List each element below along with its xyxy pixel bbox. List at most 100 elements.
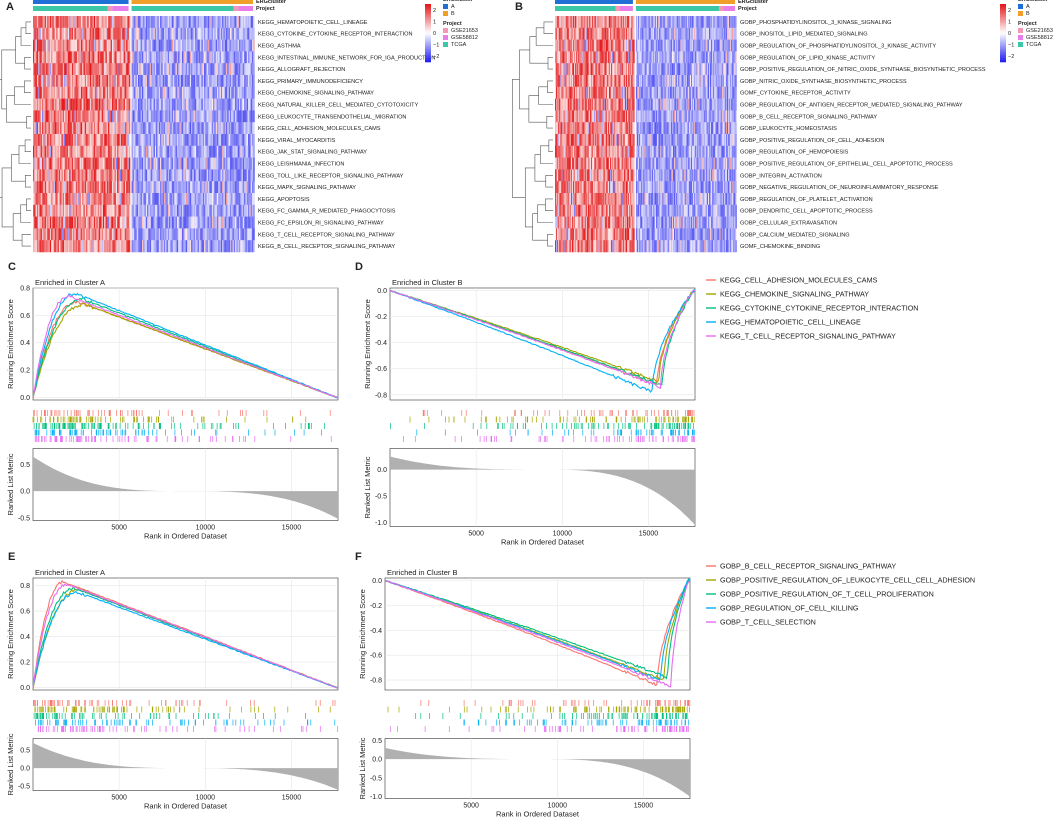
heatmap-cell: [108, 86, 110, 99]
heatmap-cell: [166, 86, 169, 99]
heatmap-cell: [197, 63, 200, 76]
heatmap-cell: [91, 110, 93, 123]
heatmap-cell: [179, 216, 181, 229]
heatmap-cell: [75, 86, 78, 99]
heatmap-cell: [148, 27, 150, 40]
heatmap-cell: [588, 63, 591, 76]
heatmap-cell: [602, 51, 604, 64]
heatmap-cell: [102, 228, 105, 241]
heatmap-cell: [102, 240, 105, 253]
heatmap-cell: [198, 51, 201, 64]
heatmap-cell: [689, 98, 692, 111]
heatmap-cell: [121, 181, 123, 194]
heatmap-cell: [136, 157, 139, 170]
heatmap-cell: [240, 98, 242, 111]
heatmap-cell: [135, 122, 137, 135]
heatmap-cell: [53, 86, 56, 99]
heatmap-cell: [35, 157, 38, 170]
heatmap-cell: [557, 39, 559, 52]
heatmap-cell: [555, 39, 557, 52]
heatmap-cell: [615, 75, 617, 88]
heatmap-cell: [210, 169, 213, 182]
heatmap-cell: [56, 27, 58, 40]
heatmap-cell: [124, 63, 127, 76]
color-scale-step: [425, 57, 431, 60]
heatmap-cell: [214, 98, 216, 111]
heatmap-cell: [708, 16, 711, 29]
heatmap-cell: [53, 27, 56, 40]
heatmap-cell: [197, 216, 200, 229]
heatmap-cell: [241, 240, 244, 253]
heatmap-cell: [34, 63, 36, 76]
heatmap-cell: [229, 169, 232, 182]
heatmap-cell: [101, 98, 104, 111]
heatmap-cell: [110, 86, 113, 99]
heatmap-cell: [82, 98, 84, 111]
heatmap-cell: [215, 51, 218, 64]
heatmap-cell: [149, 51, 152, 64]
heatmap-cell: [573, 98, 575, 111]
heatmap-cell: [178, 228, 180, 241]
heatmap-cell: [249, 86, 251, 99]
heatmap-cell: [73, 98, 75, 111]
heatmap-cell: [143, 193, 145, 206]
heatmap-cell: [117, 145, 119, 158]
heatmap-cell: [251, 193, 254, 206]
heatmap-cell: [224, 228, 227, 241]
heatmap-cell: [73, 228, 75, 241]
heatmap-cell: [141, 39, 144, 52]
heatmap-cell: [57, 39, 60, 52]
heatmap-cell: [42, 51, 44, 64]
heatmap-cell: [688, 51, 691, 64]
heatmap-cell: [566, 75, 568, 88]
heatmap-cell: [563, 98, 565, 111]
heatmap-cell: [121, 145, 123, 158]
heatmap-cell: [206, 16, 209, 29]
heatmap-cell: [246, 240, 249, 253]
heatmap-cell: [693, 51, 695, 64]
heatmap-cell: [726, 39, 729, 52]
heatmap-cell: [77, 110, 79, 123]
heatmap-cell: [650, 39, 653, 52]
heatmap-cell: [61, 181, 64, 194]
heatmap-cell: [34, 228, 36, 241]
heatmap-cell: [200, 98, 202, 111]
heatmap-cell: [33, 39, 35, 52]
heatmap-cell: [101, 181, 104, 194]
heatmap-cell: [64, 240, 66, 253]
heatmap-cell: [97, 204, 100, 217]
heatmap-cell: [158, 193, 161, 206]
heatmap-cell: [202, 86, 205, 99]
heatmap-cell: [210, 51, 213, 64]
heatmap-cell: [664, 27, 666, 40]
heatmap-cell: [198, 63, 201, 76]
color-scale-step: [425, 54, 431, 57]
color-scale-step: [425, 50, 431, 53]
heatmap-cell: [681, 86, 683, 99]
heatmap-cell: [241, 216, 244, 229]
heatmap-cell: [657, 39, 659, 52]
heatmap-cell: [238, 240, 241, 253]
heatmap-cell: [60, 75, 62, 88]
heatmap-cell: [692, 86, 694, 99]
heatmap-cell: [165, 134, 167, 147]
heatmap-cell: [66, 169, 69, 182]
heatmap-cell: [713, 16, 715, 29]
heatmap-cell: [192, 51, 194, 64]
heatmap-cell: [128, 98, 131, 111]
heatmap-cell: [668, 86, 671, 99]
heatmap-cell: [58, 86, 61, 99]
heatmap-cell: [246, 39, 249, 52]
heatmap-cell: [560, 110, 562, 123]
heatmap-cell: [210, 110, 213, 123]
heatmap-cell: [127, 157, 130, 170]
heatmap-cell: [716, 51, 718, 64]
heatmap-cell: [638, 86, 640, 99]
heatmap-cell: [618, 75, 620, 88]
project-bar-a-0: [555, 6, 616, 11]
heatmap-cell: [611, 110, 613, 123]
heatmap-cell: [602, 16, 604, 29]
heatmap-cell: [240, 16, 242, 29]
heatmap-cell: [645, 51, 647, 64]
heatmap-cell: [57, 122, 60, 135]
